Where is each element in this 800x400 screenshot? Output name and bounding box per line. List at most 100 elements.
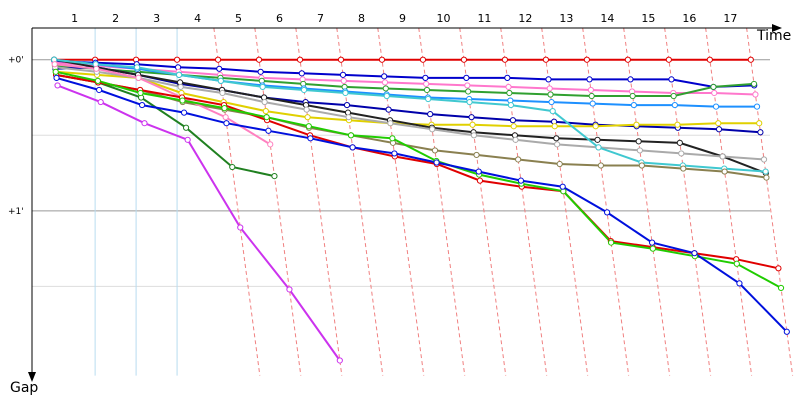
x-tick-label: 15: [641, 12, 655, 25]
point: [305, 123, 312, 130]
point: [756, 120, 763, 127]
point: [553, 135, 560, 142]
point: [665, 56, 672, 63]
point: [464, 82, 471, 89]
point: [219, 89, 226, 97]
point: [588, 92, 595, 100]
point: [777, 284, 785, 292]
point: [648, 239, 656, 246]
point: [505, 83, 512, 91]
point: [548, 98, 555, 106]
point: [750, 80, 758, 88]
point: [93, 65, 100, 72]
point: [757, 129, 764, 136]
point: [678, 150, 685, 157]
series-line: [54, 61, 756, 96]
point: [763, 174, 770, 181]
point: [94, 77, 102, 84]
point: [715, 120, 722, 127]
point: [389, 135, 396, 142]
x-tick-label: 8: [358, 12, 365, 25]
point: [630, 101, 637, 109]
lap-line: [746, 27, 794, 376]
point: [382, 85, 389, 92]
point: [721, 168, 728, 175]
series-line: [55, 66, 761, 134]
x-tick-label: 6: [276, 12, 283, 25]
point: [135, 74, 142, 81]
point: [546, 85, 553, 92]
point: [173, 56, 181, 63]
point: [733, 260, 740, 267]
point: [712, 103, 720, 110]
point: [762, 168, 769, 175]
point: [347, 132, 355, 139]
point: [257, 68, 264, 75]
point: [54, 82, 61, 89]
point: [715, 126, 723, 133]
x-tick-label: 16: [682, 12, 696, 25]
x-tick-label: 5: [235, 12, 242, 25]
x-tick-label: 4: [194, 12, 201, 25]
y-tick-label: +0': [8, 56, 24, 66]
point: [510, 123, 517, 130]
point: [433, 159, 440, 166]
x-tick-label: 2: [112, 12, 119, 25]
point: [469, 121, 476, 128]
point: [429, 126, 436, 133]
point: [752, 91, 759, 98]
point: [216, 65, 223, 72]
point: [141, 120, 148, 127]
point: [265, 127, 272, 134]
point: [670, 92, 677, 100]
x-tick-label: 7: [317, 12, 324, 25]
point: [298, 70, 305, 77]
point: [594, 136, 601, 143]
point: [96, 86, 103, 94]
point: [296, 56, 304, 63]
point: [468, 114, 475, 121]
point: [336, 357, 343, 364]
lap-line: [213, 27, 261, 376]
point: [775, 265, 782, 272]
point: [515, 156, 522, 163]
point: [627, 76, 634, 83]
point: [179, 97, 186, 104]
point: [706, 56, 713, 63]
point: [307, 135, 314, 142]
point: [633, 121, 640, 128]
point: [422, 74, 429, 81]
y-axis-label: Gap: [10, 380, 38, 396]
x-tick-label: 10: [436, 12, 450, 25]
point: [674, 121, 681, 128]
series-line: [54, 63, 271, 146]
point: [342, 89, 349, 97]
point: [427, 111, 434, 118]
point: [261, 98, 268, 106]
point: [691, 250, 698, 257]
point: [52, 68, 59, 75]
point: [419, 56, 427, 63]
point: [229, 163, 236, 171]
point: [597, 162, 604, 169]
point: [636, 147, 643, 154]
x-tick-label: 12: [518, 12, 532, 25]
point: [624, 56, 631, 63]
point: [387, 120, 394, 127]
series-lines: [51, 56, 790, 364]
point: [304, 114, 311, 121]
point: [180, 109, 188, 116]
point: [671, 101, 678, 109]
point: [595, 144, 602, 151]
point: [300, 86, 308, 94]
lap-line: [623, 27, 671, 376]
point: [425, 95, 432, 103]
point: [517, 177, 525, 184]
point: [383, 92, 390, 100]
point: [337, 56, 345, 63]
point: [385, 106, 392, 113]
point: [668, 76, 675, 83]
point: [222, 114, 229, 121]
point: [286, 286, 293, 293]
